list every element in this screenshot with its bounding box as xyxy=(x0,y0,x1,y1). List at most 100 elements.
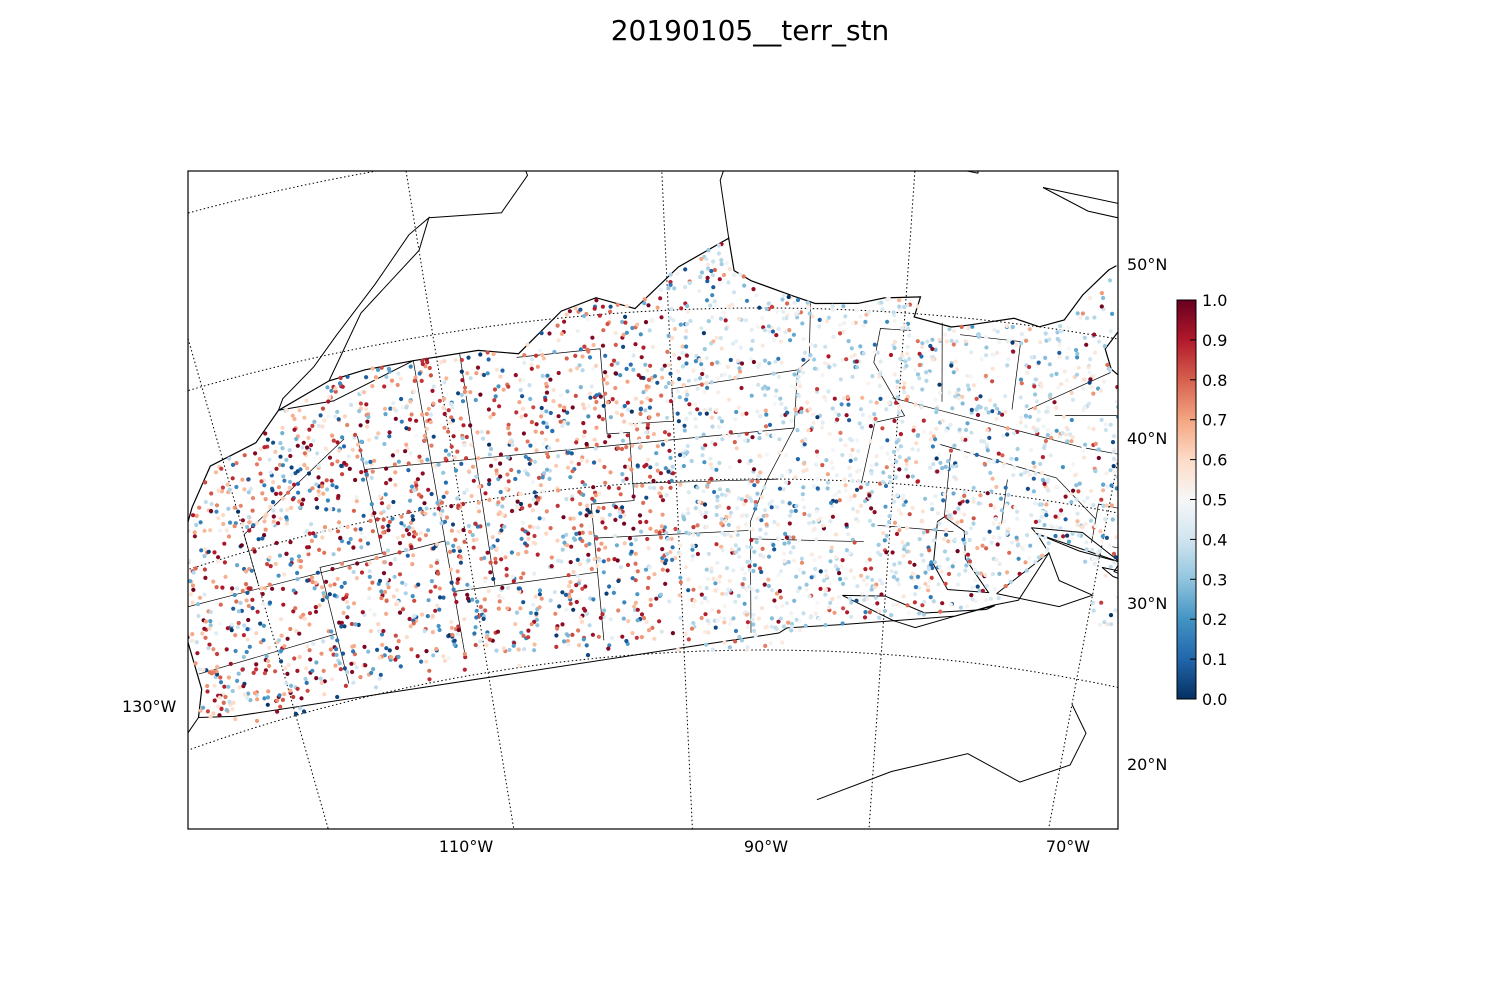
station-point xyxy=(1015,446,1020,452)
station-point xyxy=(736,405,742,410)
station-point xyxy=(1197,440,1201,444)
station-point xyxy=(330,483,335,488)
station-point xyxy=(409,545,414,550)
station-point xyxy=(581,492,586,497)
station-point xyxy=(469,442,474,447)
station-point xyxy=(271,480,276,485)
station-point xyxy=(415,654,420,659)
station-point xyxy=(218,528,223,533)
station-point xyxy=(300,445,305,450)
station-point xyxy=(327,395,332,400)
station-point xyxy=(366,414,371,419)
station-point xyxy=(823,398,829,403)
station-point xyxy=(1005,426,1010,431)
station-point xyxy=(861,578,867,583)
station-point xyxy=(265,695,271,700)
station-point xyxy=(809,575,814,580)
station-point xyxy=(1297,643,1301,647)
station-point xyxy=(340,435,345,440)
station-point xyxy=(384,481,389,486)
station-point xyxy=(934,456,939,461)
station-point xyxy=(359,545,364,550)
station-point xyxy=(627,457,633,462)
station-point xyxy=(382,589,388,595)
station-point xyxy=(1160,412,1164,416)
station-point xyxy=(596,505,601,511)
state-border-9 xyxy=(594,529,753,539)
station-point xyxy=(767,329,772,334)
station-point xyxy=(804,467,809,472)
station-point xyxy=(769,304,775,309)
station-point xyxy=(800,497,805,502)
station-point xyxy=(292,656,297,661)
station-point xyxy=(305,644,310,649)
station-point xyxy=(622,541,627,546)
station-point xyxy=(1005,339,1010,344)
station-point xyxy=(692,598,697,604)
station-point xyxy=(509,467,514,473)
station-point xyxy=(646,457,651,462)
station-point xyxy=(292,416,297,422)
station-point xyxy=(411,389,416,394)
station-point xyxy=(568,560,573,565)
station-point xyxy=(481,436,486,441)
station-point xyxy=(1064,425,1069,430)
station-point xyxy=(223,574,228,579)
station-point xyxy=(625,379,630,384)
station-point xyxy=(995,350,1000,355)
station-point xyxy=(703,642,709,647)
station-point xyxy=(1125,501,1129,505)
station-point xyxy=(639,400,644,405)
station-point xyxy=(635,592,640,597)
station-point xyxy=(575,557,580,563)
station-point xyxy=(990,366,995,371)
station-point xyxy=(945,509,950,514)
station-point xyxy=(854,308,859,313)
station-point xyxy=(524,549,529,555)
station-point xyxy=(897,528,902,533)
station-point xyxy=(441,405,446,410)
station-point xyxy=(562,405,567,410)
station-point xyxy=(1121,476,1125,480)
station-point xyxy=(633,537,638,542)
station-point xyxy=(1197,478,1201,482)
station-point xyxy=(566,584,572,589)
station-point xyxy=(317,493,322,498)
station-point xyxy=(1136,464,1140,468)
station-point xyxy=(260,536,265,541)
station-point xyxy=(551,399,556,404)
station-point xyxy=(401,533,406,538)
station-point xyxy=(997,535,1002,540)
station-point xyxy=(296,490,301,495)
station-point xyxy=(562,420,567,425)
station-point xyxy=(507,439,512,444)
station-point xyxy=(317,603,322,608)
station-point xyxy=(776,356,781,361)
station-point xyxy=(165,562,169,566)
station-point xyxy=(1237,579,1241,583)
station-point xyxy=(275,709,280,714)
station-point xyxy=(271,508,276,513)
station-point xyxy=(288,562,293,567)
station-point xyxy=(699,270,705,275)
station-point xyxy=(824,458,829,463)
station-point xyxy=(1282,577,1286,581)
station-point xyxy=(641,616,647,621)
station-point xyxy=(645,585,651,591)
station-point xyxy=(313,534,318,539)
station-point xyxy=(222,684,227,689)
station-point xyxy=(1147,583,1151,587)
station-point xyxy=(582,406,587,411)
station-point xyxy=(854,365,860,370)
station-point xyxy=(884,550,889,555)
station-point xyxy=(534,448,539,453)
station-point xyxy=(302,616,307,621)
station-point xyxy=(1005,570,1010,575)
station-point xyxy=(257,456,262,462)
station-point xyxy=(321,639,326,644)
station-point xyxy=(271,514,276,519)
station-point xyxy=(828,600,833,606)
station-point xyxy=(414,483,419,488)
station-point xyxy=(865,596,870,601)
station-point xyxy=(513,373,518,378)
